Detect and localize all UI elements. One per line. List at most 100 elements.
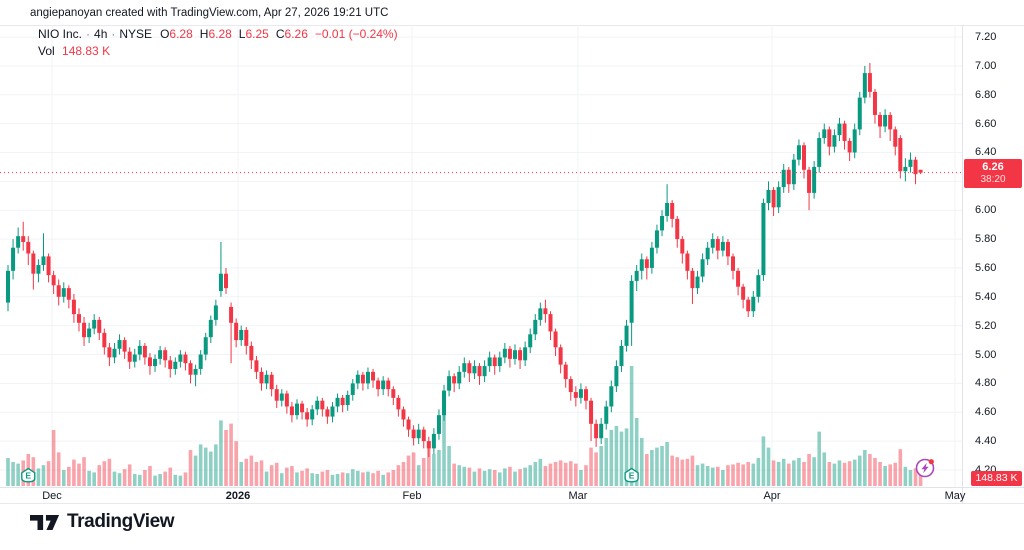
candle[interactable] — [725, 239, 730, 266]
candle[interactable] — [827, 126, 832, 156]
candle[interactable] — [269, 371, 274, 397]
candle[interactable] — [208, 315, 213, 343]
flash-icon[interactable] — [907, 450, 943, 486]
candle[interactable] — [513, 344, 517, 365]
candle[interactable] — [822, 123, 827, 144]
candle[interactable] — [639, 253, 644, 280]
candle[interactable] — [340, 394, 345, 413]
candle[interactable] — [158, 345, 163, 365]
candle[interactable] — [426, 436, 431, 458]
candle[interactable] — [776, 181, 781, 214]
candle[interactable] — [279, 389, 284, 407]
candle[interactable] — [695, 270, 700, 294]
candle[interactable] — [553, 328, 558, 356]
earnings-marker-icon[interactable]: E — [21, 467, 36, 483]
candle[interactable] — [680, 236, 685, 264]
candle[interactable] — [720, 236, 725, 257]
candle[interactable] — [102, 328, 107, 355]
candle[interactable] — [244, 327, 249, 355]
candle[interactable] — [71, 293, 76, 323]
candle[interactable] — [781, 164, 786, 193]
candle[interactable] — [548, 311, 553, 341]
candle[interactable] — [710, 233, 715, 254]
candle[interactable] — [117, 334, 122, 355]
candle[interactable] — [457, 366, 462, 390]
candle[interactable] — [878, 112, 883, 139]
candle[interactable] — [852, 123, 857, 159]
candle[interactable] — [731, 253, 736, 280]
candle[interactable] — [56, 279, 61, 306]
candle[interactable] — [137, 340, 142, 361]
candle[interactable] — [807, 166, 812, 211]
candle[interactable] — [502, 342, 507, 364]
candle[interactable] — [893, 126, 898, 156]
candle[interactable] — [670, 200, 675, 228]
candle[interactable] — [507, 345, 512, 368]
candle[interactable] — [213, 299, 218, 326]
candle[interactable] — [462, 357, 467, 378]
candle[interactable] — [61, 282, 66, 303]
candle[interactable] — [229, 302, 234, 364]
candle[interactable] — [168, 355, 173, 378]
candle[interactable] — [528, 328, 533, 354]
candle[interactable] — [36, 259, 41, 283]
candle[interactable] — [305, 407, 310, 427]
time-axis[interactable]: Dec 2026 Feb Mar Apr May — [0, 487, 1024, 504]
candle[interactable] — [872, 88, 877, 124]
candle[interactable] — [325, 406, 330, 424]
candle[interactable] — [634, 265, 639, 292]
candle[interactable] — [568, 376, 573, 401]
candle[interactable] — [594, 419, 599, 447]
candle[interactable] — [685, 250, 690, 280]
candle[interactable] — [82, 317, 87, 346]
candle[interactable] — [183, 351, 188, 371]
candle[interactable] — [523, 341, 528, 367]
candle[interactable] — [903, 158, 908, 182]
candle[interactable] — [310, 405, 315, 426]
candle[interactable] — [350, 379, 355, 401]
candle[interactable] — [421, 426, 426, 449]
candle[interactable] — [746, 296, 751, 318]
candle[interactable] — [604, 400, 609, 430]
candle[interactable] — [538, 302, 543, 326]
candle[interactable] — [619, 340, 624, 372]
candle[interactable] — [218, 241, 223, 297]
candle[interactable] — [335, 393, 340, 413]
candle[interactable] — [644, 256, 649, 280]
candle[interactable] — [11, 239, 16, 280]
candle[interactable] — [467, 360, 472, 382]
candle[interactable] — [589, 397, 594, 442]
candle[interactable] — [198, 350, 203, 375]
candle[interactable] — [700, 253, 705, 283]
candle[interactable] — [842, 120, 847, 150]
candle[interactable] — [832, 129, 837, 153]
candle[interactable] — [76, 308, 81, 332]
candle[interactable] — [51, 270, 56, 294]
candle[interactable] — [188, 360, 193, 384]
candle[interactable] — [173, 357, 178, 375]
candle[interactable] — [203, 332, 208, 361]
price-axis[interactable]: 7.207.006.806.606.406.206.005.805.605.40… — [962, 25, 1024, 487]
candle[interactable] — [492, 354, 497, 375]
candle[interactable] — [112, 342, 117, 364]
candle[interactable] — [41, 233, 46, 271]
candle[interactable] — [705, 241, 710, 266]
candle[interactable] — [436, 409, 441, 440]
candle[interactable] — [294, 399, 299, 420]
candle[interactable] — [416, 423, 421, 445]
candle[interactable] — [791, 153, 796, 190]
candle[interactable] — [163, 347, 168, 368]
candle[interactable] — [918, 169, 923, 175]
candle[interactable] — [761, 198, 766, 281]
candle[interactable] — [609, 380, 614, 413]
candle[interactable] — [751, 291, 756, 318]
candle[interactable] — [132, 348, 137, 368]
candle[interactable] — [578, 383, 583, 404]
candle[interactable] — [249, 341, 254, 369]
candle[interactable] — [6, 265, 10, 312]
candle[interactable] — [862, 65, 867, 104]
candle[interactable] — [812, 161, 817, 199]
candle[interactable] — [690, 267, 695, 305]
candle[interactable] — [801, 142, 806, 179]
